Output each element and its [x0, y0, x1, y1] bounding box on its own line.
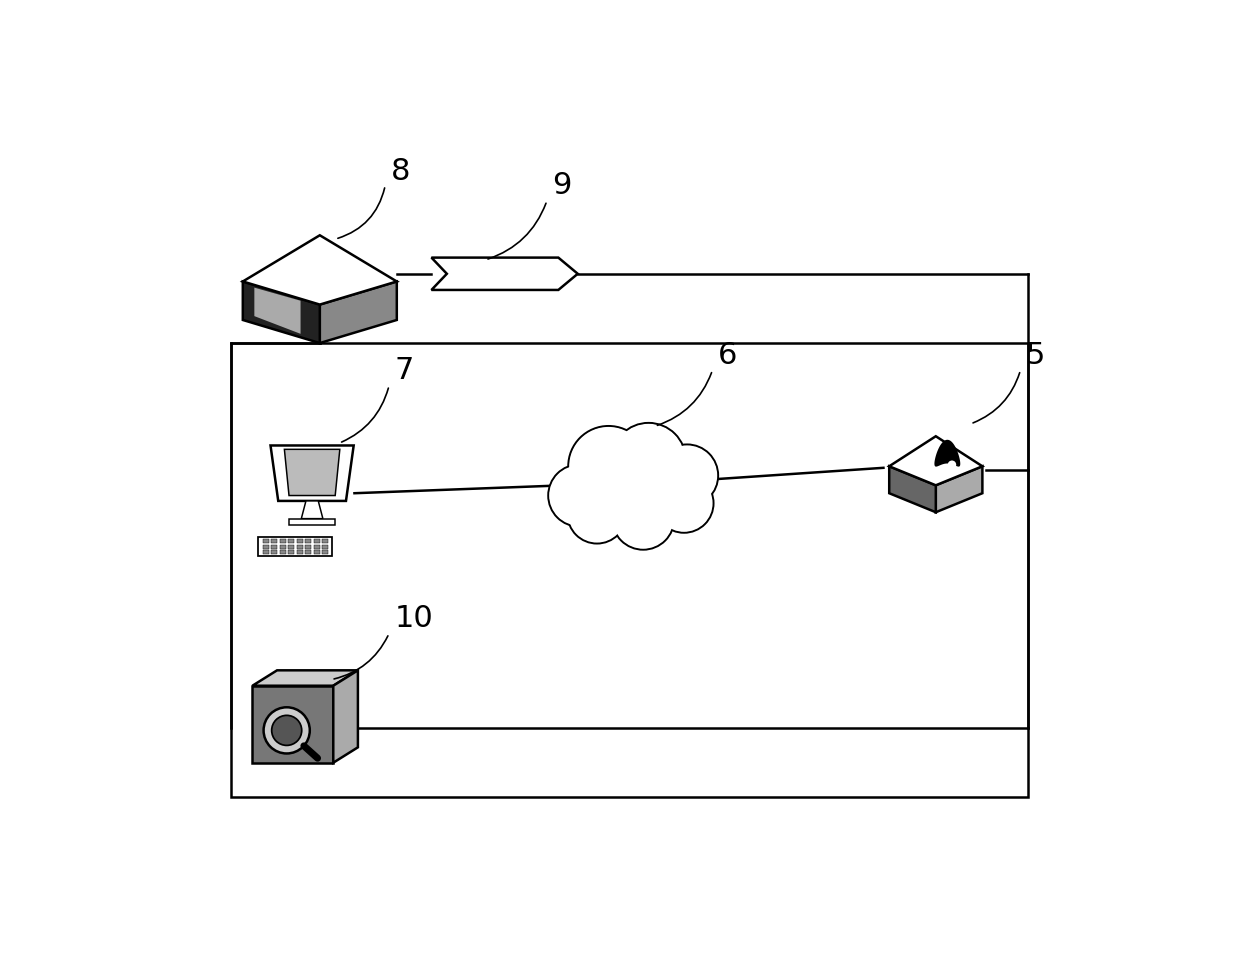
Text: 8: 8: [391, 156, 410, 185]
Circle shape: [272, 716, 301, 746]
Bar: [253, 686, 334, 763]
Bar: [263, 545, 269, 549]
Circle shape: [568, 426, 649, 506]
Circle shape: [549, 466, 609, 526]
Bar: [296, 551, 303, 554]
Circle shape: [568, 486, 625, 543]
Bar: [272, 545, 278, 549]
Bar: [314, 539, 320, 543]
Circle shape: [548, 465, 610, 526]
Circle shape: [656, 444, 718, 506]
Circle shape: [656, 444, 718, 506]
Circle shape: [655, 474, 713, 532]
Circle shape: [657, 445, 717, 505]
Circle shape: [656, 474, 713, 532]
Text: 9: 9: [552, 171, 572, 201]
Circle shape: [947, 461, 956, 469]
Polygon shape: [889, 437, 982, 485]
Bar: [280, 551, 286, 554]
Circle shape: [568, 485, 626, 543]
Polygon shape: [301, 501, 322, 519]
Bar: [288, 551, 294, 554]
Bar: [280, 545, 286, 549]
Polygon shape: [889, 467, 936, 512]
Circle shape: [569, 427, 647, 505]
Circle shape: [613, 424, 684, 497]
Polygon shape: [253, 670, 358, 686]
Bar: [263, 539, 269, 543]
Circle shape: [264, 707, 310, 753]
Circle shape: [568, 426, 649, 506]
Bar: [263, 551, 269, 554]
Bar: [288, 539, 294, 543]
Bar: [280, 539, 286, 543]
Circle shape: [568, 485, 626, 543]
Bar: [305, 545, 311, 549]
Bar: [322, 551, 329, 554]
Bar: [296, 539, 303, 543]
Bar: [296, 545, 303, 549]
Bar: [231, 343, 1028, 797]
Bar: [322, 545, 329, 549]
Text: 6: 6: [718, 341, 738, 370]
Polygon shape: [334, 670, 358, 763]
Bar: [305, 551, 311, 554]
Bar: [314, 545, 320, 549]
Polygon shape: [254, 288, 300, 334]
Polygon shape: [284, 449, 340, 496]
Circle shape: [613, 488, 675, 550]
Text: 10: 10: [394, 604, 433, 633]
Bar: [272, 551, 278, 554]
Circle shape: [611, 423, 686, 497]
Bar: [258, 537, 332, 555]
Bar: [272, 539, 278, 543]
Bar: [289, 519, 335, 525]
Text: 5: 5: [1025, 341, 1045, 370]
Bar: [305, 539, 311, 543]
Polygon shape: [320, 281, 397, 343]
Circle shape: [655, 474, 713, 532]
Bar: [314, 551, 320, 554]
Circle shape: [613, 488, 675, 550]
Polygon shape: [243, 236, 397, 304]
Circle shape: [611, 423, 686, 497]
Polygon shape: [935, 440, 960, 467]
Text: 7: 7: [394, 356, 414, 385]
Polygon shape: [270, 445, 353, 501]
Polygon shape: [936, 467, 982, 512]
Bar: [322, 539, 329, 543]
Circle shape: [548, 465, 610, 526]
Polygon shape: [432, 258, 578, 290]
Polygon shape: [243, 281, 320, 343]
Bar: [288, 545, 294, 549]
Circle shape: [613, 489, 673, 549]
